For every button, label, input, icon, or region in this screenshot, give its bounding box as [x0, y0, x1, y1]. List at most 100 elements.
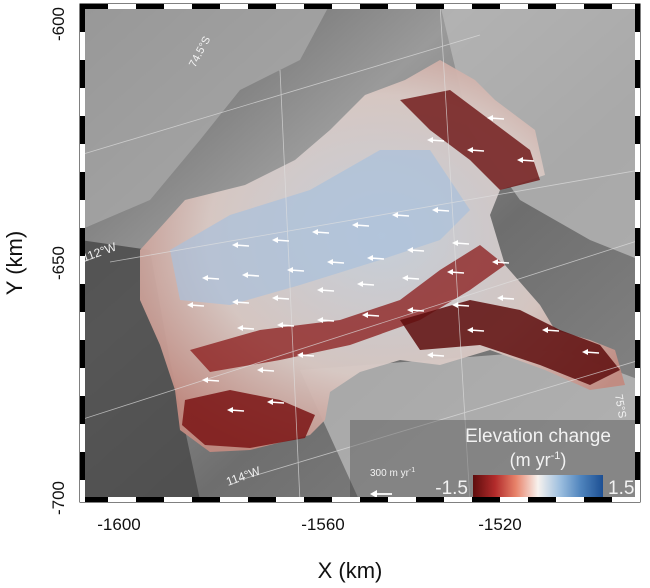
frame-tick-segment [635, 312, 640, 340]
thinning-zone-south [182, 390, 315, 448]
frame-tick-segment [80, 452, 85, 480]
frame-tick-segment [635, 424, 640, 452]
frame-tick-segment [80, 144, 85, 172]
y-tick-label-650: -650 [49, 246, 68, 280]
velocity-arrow [202, 275, 220, 281]
velocity-arrow [297, 352, 315, 358]
thinning-band-central [190, 245, 505, 372]
velocity-arrow [407, 247, 425, 253]
velocity-arrow [187, 302, 205, 308]
frame-tick-segment [635, 4, 640, 32]
frame-tick-segment [220, 4, 248, 9]
frame-tick-segment [164, 4, 192, 9]
x-tick-label-1600: -1600 [97, 515, 140, 534]
frame-tick-segment [80, 497, 108, 502]
velocity-arrow [452, 240, 470, 246]
velocity-arrow [232, 299, 250, 305]
frame-tick-segment [635, 144, 640, 172]
frame-tick-segment [136, 497, 164, 502]
velocity-arrow [362, 312, 380, 318]
frame-tick-segment [248, 4, 276, 9]
frame-tick-segment [472, 4, 500, 9]
frame-tick-segment [360, 497, 388, 502]
frame-tick-segment [276, 497, 304, 502]
frame-tick-segment [80, 60, 85, 88]
frame-tick-segment [500, 497, 528, 502]
frame-tick-segment [80, 172, 85, 200]
frame-ticks [80, 4, 640, 502]
velocity-arrow [467, 327, 485, 333]
velocity-arrow [492, 259, 510, 265]
frame-tick-segment [472, 497, 500, 502]
frame-tick-segment [80, 368, 85, 396]
legend-title-line2: (m yr-1) [510, 450, 567, 470]
velocity-arrow [542, 327, 560, 333]
legend-title-line1: Elevation change [465, 426, 611, 447]
frame-tick-segment [80, 200, 85, 228]
legend-max-label: 1.5 [608, 478, 634, 499]
frame-tick-segment [220, 497, 248, 502]
frame-tick-segment [444, 497, 472, 502]
frame-tick-segment [80, 256, 85, 284]
frame-tick-segment [80, 424, 85, 452]
frame-tick-segment [635, 60, 640, 88]
frame-tick-segment [108, 4, 136, 9]
frame-tick-segment [304, 497, 332, 502]
y-axis-title: Y (km) [2, 231, 27, 295]
velocity-arrow [277, 322, 295, 328]
y-tick-label-700: -700 [49, 481, 68, 515]
frame-tick-segment [80, 116, 85, 144]
legend-min-label: -1.5 [435, 478, 468, 499]
velocity-arrow [272, 295, 290, 301]
velocity-scale-arrow [370, 490, 392, 498]
frame-tick-segment [192, 4, 220, 9]
frame-tick-segment [136, 4, 164, 9]
velocity-arrow [202, 377, 220, 383]
frame-tick-segment [635, 172, 640, 200]
frame-tick-segment [80, 32, 85, 60]
velocity-arrow [357, 281, 375, 287]
frame-tick-segment [556, 4, 584, 9]
thinning-band-southeast [400, 300, 620, 385]
velocity-arrow [447, 269, 465, 275]
frame-tick-segment [332, 4, 360, 9]
frame-tick-segment [635, 452, 640, 480]
legend-colorbar [473, 475, 603, 497]
latitude-label-75s: 75°S [612, 393, 628, 419]
bright-ice-area-north [80, 4, 330, 230]
frame-tick-segment [80, 4, 85, 32]
x-tick-label-1520: -1520 [478, 515, 521, 534]
frame-tick-segment [80, 312, 85, 340]
frame-tick-segment [192, 497, 220, 502]
frame-tick-segment [80, 284, 85, 312]
frame-tick-segment [635, 200, 640, 228]
velocity-arrow [367, 255, 385, 261]
frame-tick-segment [635, 88, 640, 116]
velocity-arrow [487, 115, 505, 121]
frame-tick-segment [388, 497, 416, 502]
velocity-arrow [392, 212, 410, 218]
frame-tick-segment [276, 4, 304, 9]
velocity-arrow [317, 287, 335, 293]
frame-tick-segment [80, 340, 85, 368]
velocity-arrow [467, 147, 485, 153]
y-tick-label-600: -600 [49, 7, 68, 41]
frame-tick-segment [556, 497, 584, 502]
velocity-scale-label: 300 m yr-1 [370, 467, 415, 479]
frame-tick-segment [528, 4, 556, 9]
frame-tick-segment [528, 497, 556, 502]
frame-tick-segment [635, 480, 640, 502]
frame-tick-segment [108, 497, 136, 502]
frame-tick-segment [612, 4, 640, 9]
velocity-arrow [312, 229, 330, 235]
velocity-arrow [227, 407, 245, 413]
frame-tick-segment [635, 256, 640, 284]
frame-tick-segment [635, 284, 640, 312]
velocity-arrows [187, 115, 600, 413]
frame-tick-segment [248, 497, 276, 502]
frame-tick-segment [635, 368, 640, 396]
frame-tick-segment [304, 4, 332, 9]
frame-tick-segment [332, 497, 360, 502]
velocity-arrow [272, 237, 290, 243]
velocity-arrow [287, 267, 305, 273]
